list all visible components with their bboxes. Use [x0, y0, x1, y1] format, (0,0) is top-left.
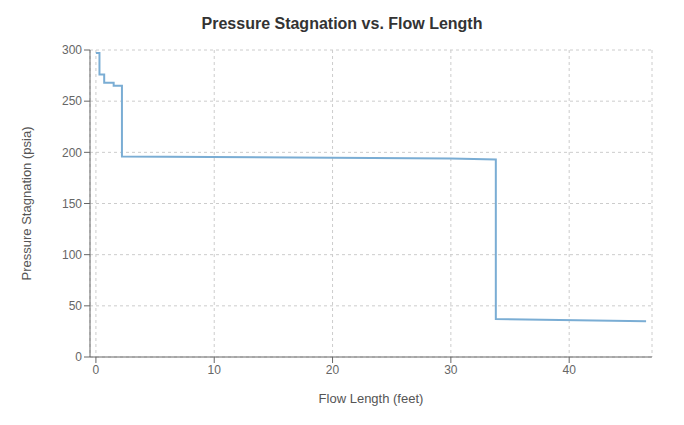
- svg-text:Pressure Stagnation (psia): Pressure Stagnation (psia): [19, 127, 34, 281]
- svg-text:100: 100: [62, 248, 82, 262]
- svg-text:50: 50: [69, 299, 83, 313]
- svg-text:20: 20: [326, 363, 340, 377]
- svg-text:150: 150: [62, 197, 82, 211]
- svg-text:0: 0: [93, 363, 100, 377]
- svg-text:200: 200: [62, 146, 82, 160]
- svg-text:300: 300: [62, 43, 82, 57]
- svg-text:40: 40: [562, 363, 576, 377]
- svg-text:10: 10: [208, 363, 222, 377]
- svg-text:250: 250: [62, 94, 82, 108]
- svg-text:Flow Length (feet): Flow Length (feet): [319, 391, 424, 406]
- svg-text:30: 30: [444, 363, 458, 377]
- html-text:Pressure Stagnation vs. Flow L: Pressure Stagnation vs. Flow Length: [201, 15, 483, 32]
- svg-text:0: 0: [75, 350, 82, 364]
